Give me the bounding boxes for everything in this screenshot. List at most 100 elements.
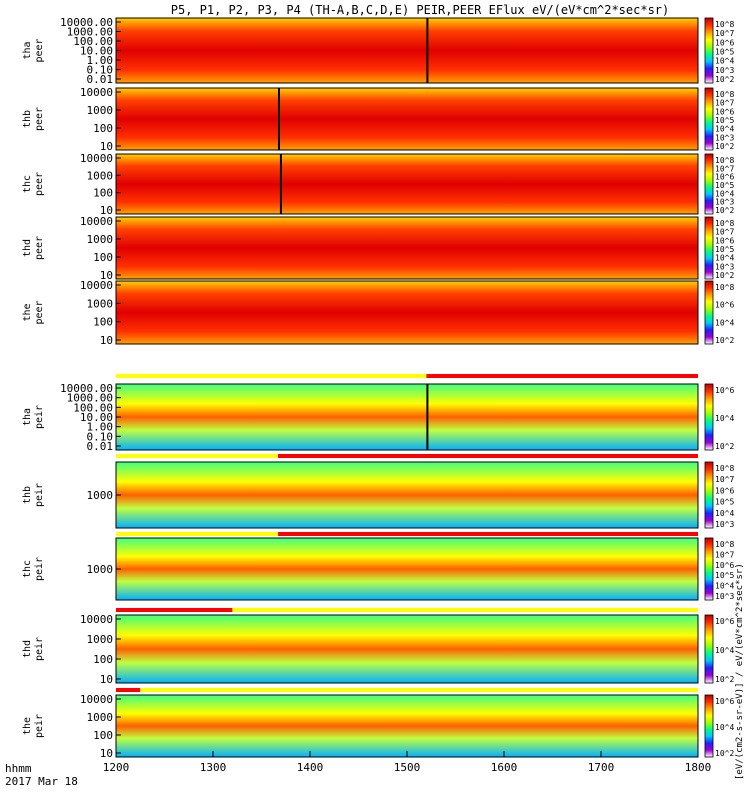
colorbar-tick-label: 10^6 <box>715 486 734 495</box>
data-gap <box>426 18 429 83</box>
y-tick-label: 100 <box>93 653 113 666</box>
colorbar-tick-label: 10^6 <box>715 617 734 626</box>
chart-title: P5, P1, P2, P3, P4 (TH-A,B,C,D,E) PEIR,P… <box>171 3 670 17</box>
colorbar-tick-label: 10^2 <box>715 75 734 84</box>
y-tick-label: 10 <box>100 269 113 282</box>
spectrogram-field <box>116 384 698 450</box>
colorbar-tick-label: 10^5 <box>715 116 734 125</box>
colorbar <box>704 17 714 84</box>
y-tick-label: 10.00 <box>80 411 113 424</box>
spectrogram-field <box>116 154 698 214</box>
colorbar-tick-label: 10^5 <box>715 181 734 190</box>
status-bar-segment <box>277 532 698 536</box>
y-tick-label: 10 <box>100 673 113 686</box>
panel-probe-label: thb <box>22 110 33 128</box>
y-tick-label: 100 <box>93 187 113 200</box>
colorbar-tick-label: 10^2 <box>715 442 734 451</box>
panel-thb-peir: thb peir 1000 10^8 10^7 10^6 10^5 10^4 10^3 <box>22 461 734 536</box>
panel-tha-peer: tha peer 10000.001000.00100.0010.001.000.1… <box>22 16 734 86</box>
colorbar-tick-label: 10^6 <box>715 301 734 310</box>
panel-species-label: peer <box>34 300 45 324</box>
colorbar-tick-label: 10^7 <box>715 99 734 108</box>
panel-probe-label: tha <box>22 408 33 426</box>
panel-species-label: peir <box>34 714 45 738</box>
y-tick-label: 10000 <box>80 86 113 99</box>
panel-thc-peer: thc peer1000010001001010^810^710^610^510^… <box>22 152 734 217</box>
x-tick-label: 1200 <box>103 761 130 774</box>
colorbar-tick-label: 10^5 <box>715 571 734 580</box>
y-tick-label: 0.01 <box>87 440 114 453</box>
colorbar-tick-label: 10^4 <box>715 723 734 732</box>
panel-species-label: peer <box>34 38 45 62</box>
colorbar <box>704 694 714 758</box>
spectrogram-field <box>116 18 698 83</box>
y-tick-label: 10 <box>100 747 113 760</box>
colorbar-tick-label: 10^4 <box>715 582 734 591</box>
panel-probe-label: thc <box>22 175 33 193</box>
spectrogram-field <box>116 462 698 528</box>
colorbar-tick-label: 10^3 <box>715 66 734 75</box>
colorbar-tick-label: 10^2 <box>715 142 734 151</box>
panel-tha-peir: tha peir 10000.001000.00100.0010.001.000.1… <box>22 382 734 458</box>
colorbar-tick-label: 10^4 <box>715 189 734 198</box>
y-tick-label: 1000 <box>87 489 114 502</box>
y-tick-label: 10000 <box>80 215 113 228</box>
colorbar-tick-label: 10^4 <box>715 646 734 655</box>
status-bar-segment <box>277 454 698 458</box>
spectrogram-field <box>116 88 698 150</box>
colorbar-tick-label: 10^7 <box>715 475 734 484</box>
status-bar-segment <box>426 374 698 378</box>
y-tick-label: 1000 <box>87 233 114 246</box>
y-tick-label: 10000 <box>80 613 113 626</box>
spectrogram-field <box>116 281 698 344</box>
colorbar-tick-label: 10^8 <box>715 283 734 292</box>
y-tick-label: 1000 <box>87 297 114 310</box>
status-bar-segment <box>116 374 427 378</box>
y-tick-label: 1000.00 <box>67 392 113 405</box>
colorbar-tick-label: 10^6 <box>715 236 734 245</box>
panel-species-label: peer <box>34 236 45 260</box>
colorbar-tick-label: 10^3 <box>715 520 734 529</box>
y-tick-label: 1000 <box>87 563 114 576</box>
colorbar-tick-label: 10^8 <box>715 540 734 549</box>
y-tick-label: 10.00 <box>80 45 113 58</box>
spectrogram-field <box>116 538 698 600</box>
panel-species-label: peer <box>34 107 45 131</box>
panel-frame <box>115 216 699 280</box>
colorbar-tick-label: 10^2 <box>715 271 734 280</box>
spectrogram-field <box>116 217 698 279</box>
x-tick-label: 1800 <box>685 761 712 774</box>
panel-species-label: peir <box>34 483 45 507</box>
panel-probe-label: tha <box>22 41 33 59</box>
colorbar <box>704 216 714 280</box>
colorbar-tick-label: 10^3 <box>715 133 734 142</box>
y-tick-label: 0.01 <box>87 73 114 86</box>
data-gap <box>277 88 280 150</box>
panels-group: tha peer10000.001000.00100.0010.001.000.1… <box>22 16 734 760</box>
y-tick-label: 10000.00 <box>60 382 113 395</box>
colorbar-tick-label: 10^8 <box>715 90 734 99</box>
status-bar-segment <box>116 454 278 458</box>
colorbar-tick-label: 10^2 <box>715 749 734 758</box>
panel-probe-label: the <box>22 303 33 321</box>
colorbar-tick-label: 10^4 <box>715 57 734 66</box>
panel-thc-peir: thc peir 1000 10^810^7 10^610^5 10^410^3 <box>22 537 734 612</box>
colorbar <box>704 614 714 684</box>
panel-probe-label: thd <box>22 239 33 257</box>
colorbar-tick-label: 10^4 <box>715 318 734 327</box>
y-tick-label: 100 <box>93 729 113 742</box>
panel-probe-label: thc <box>22 560 33 578</box>
colorbar-tick-label: 10^7 <box>715 29 734 38</box>
panel-thd-peer: thd peer1000010001001010^810^710^610^510^… <box>22 215 734 282</box>
panel-probe-label: the <box>22 717 33 735</box>
panel-species-label: peir <box>34 557 45 581</box>
y-tick-label: 100 <box>93 316 113 329</box>
colorbar-tick-label: 10^4 <box>715 125 734 134</box>
colorbar-tick-label: 10^7 <box>715 550 734 559</box>
panel-probe-label: thd <box>22 640 33 658</box>
y-tick-label: 100.00 <box>73 401 113 414</box>
x-tick-label: 1300 <box>200 761 227 774</box>
x-tick-label: 1600 <box>491 761 518 774</box>
status-bar-segment <box>116 608 233 612</box>
colorbar <box>704 537 714 601</box>
